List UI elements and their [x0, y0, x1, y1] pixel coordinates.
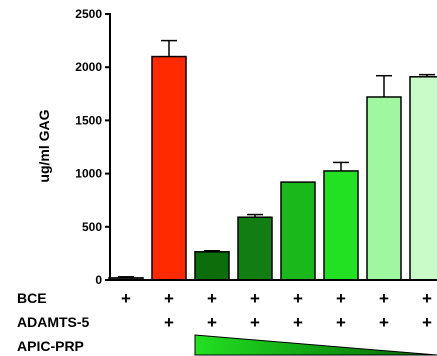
bar-8 — [409, 76, 437, 281]
row-label-1: BCE — [17, 290, 47, 306]
treatment-mark: + — [250, 289, 260, 308]
treatment-mark: + — [379, 289, 389, 308]
y-tick-label: 1500 — [75, 113, 102, 127]
treatment-mark: + — [207, 313, 217, 332]
bar-group — [108, 39, 437, 281]
treatment-rows: BCE + + + + + + + + ADAMTS-5 + + + + + + + APIC-PRP — [17, 289, 437, 356]
y-axis-ticks: 0 500 1000 1500 2000 2500 — [75, 7, 110, 287]
treatment-mark: + — [164, 289, 174, 308]
treatment-mark: + — [336, 289, 346, 308]
treatment-mark: + — [164, 313, 174, 332]
treatment-mark: + — [250, 313, 260, 332]
treatment-mark: + — [207, 289, 217, 308]
y-tick-label: 2000 — [75, 60, 102, 74]
treatment-mark: + — [422, 313, 432, 332]
row-label-3: APIC-PRP — [17, 338, 84, 354]
bar-5 — [280, 181, 316, 281]
treatment-mark: + — [293, 289, 303, 308]
y-axis-title: ug/ml GAG — [36, 109, 52, 182]
treatment-mark: + — [379, 313, 389, 332]
y-tick-label: 0 — [95, 273, 102, 287]
bar-3 — [194, 251, 230, 281]
bar-7 — [366, 96, 402, 281]
y-tick-label: 2500 — [75, 7, 102, 21]
bar-4 — [237, 216, 273, 281]
y-tick-label: 1000 — [75, 167, 102, 181]
treatment-mark: + — [336, 313, 346, 332]
concentration-wedge — [194, 334, 437, 356]
treatment-mark: + — [121, 289, 131, 308]
row-label-2: ADAMTS-5 — [17, 314, 90, 330]
treatment-mark: + — [422, 289, 432, 308]
treatment-mark: + — [293, 313, 303, 332]
y-tick-label: 500 — [82, 220, 102, 234]
bar-6 — [323, 170, 359, 281]
bar-2 — [151, 55, 187, 281]
